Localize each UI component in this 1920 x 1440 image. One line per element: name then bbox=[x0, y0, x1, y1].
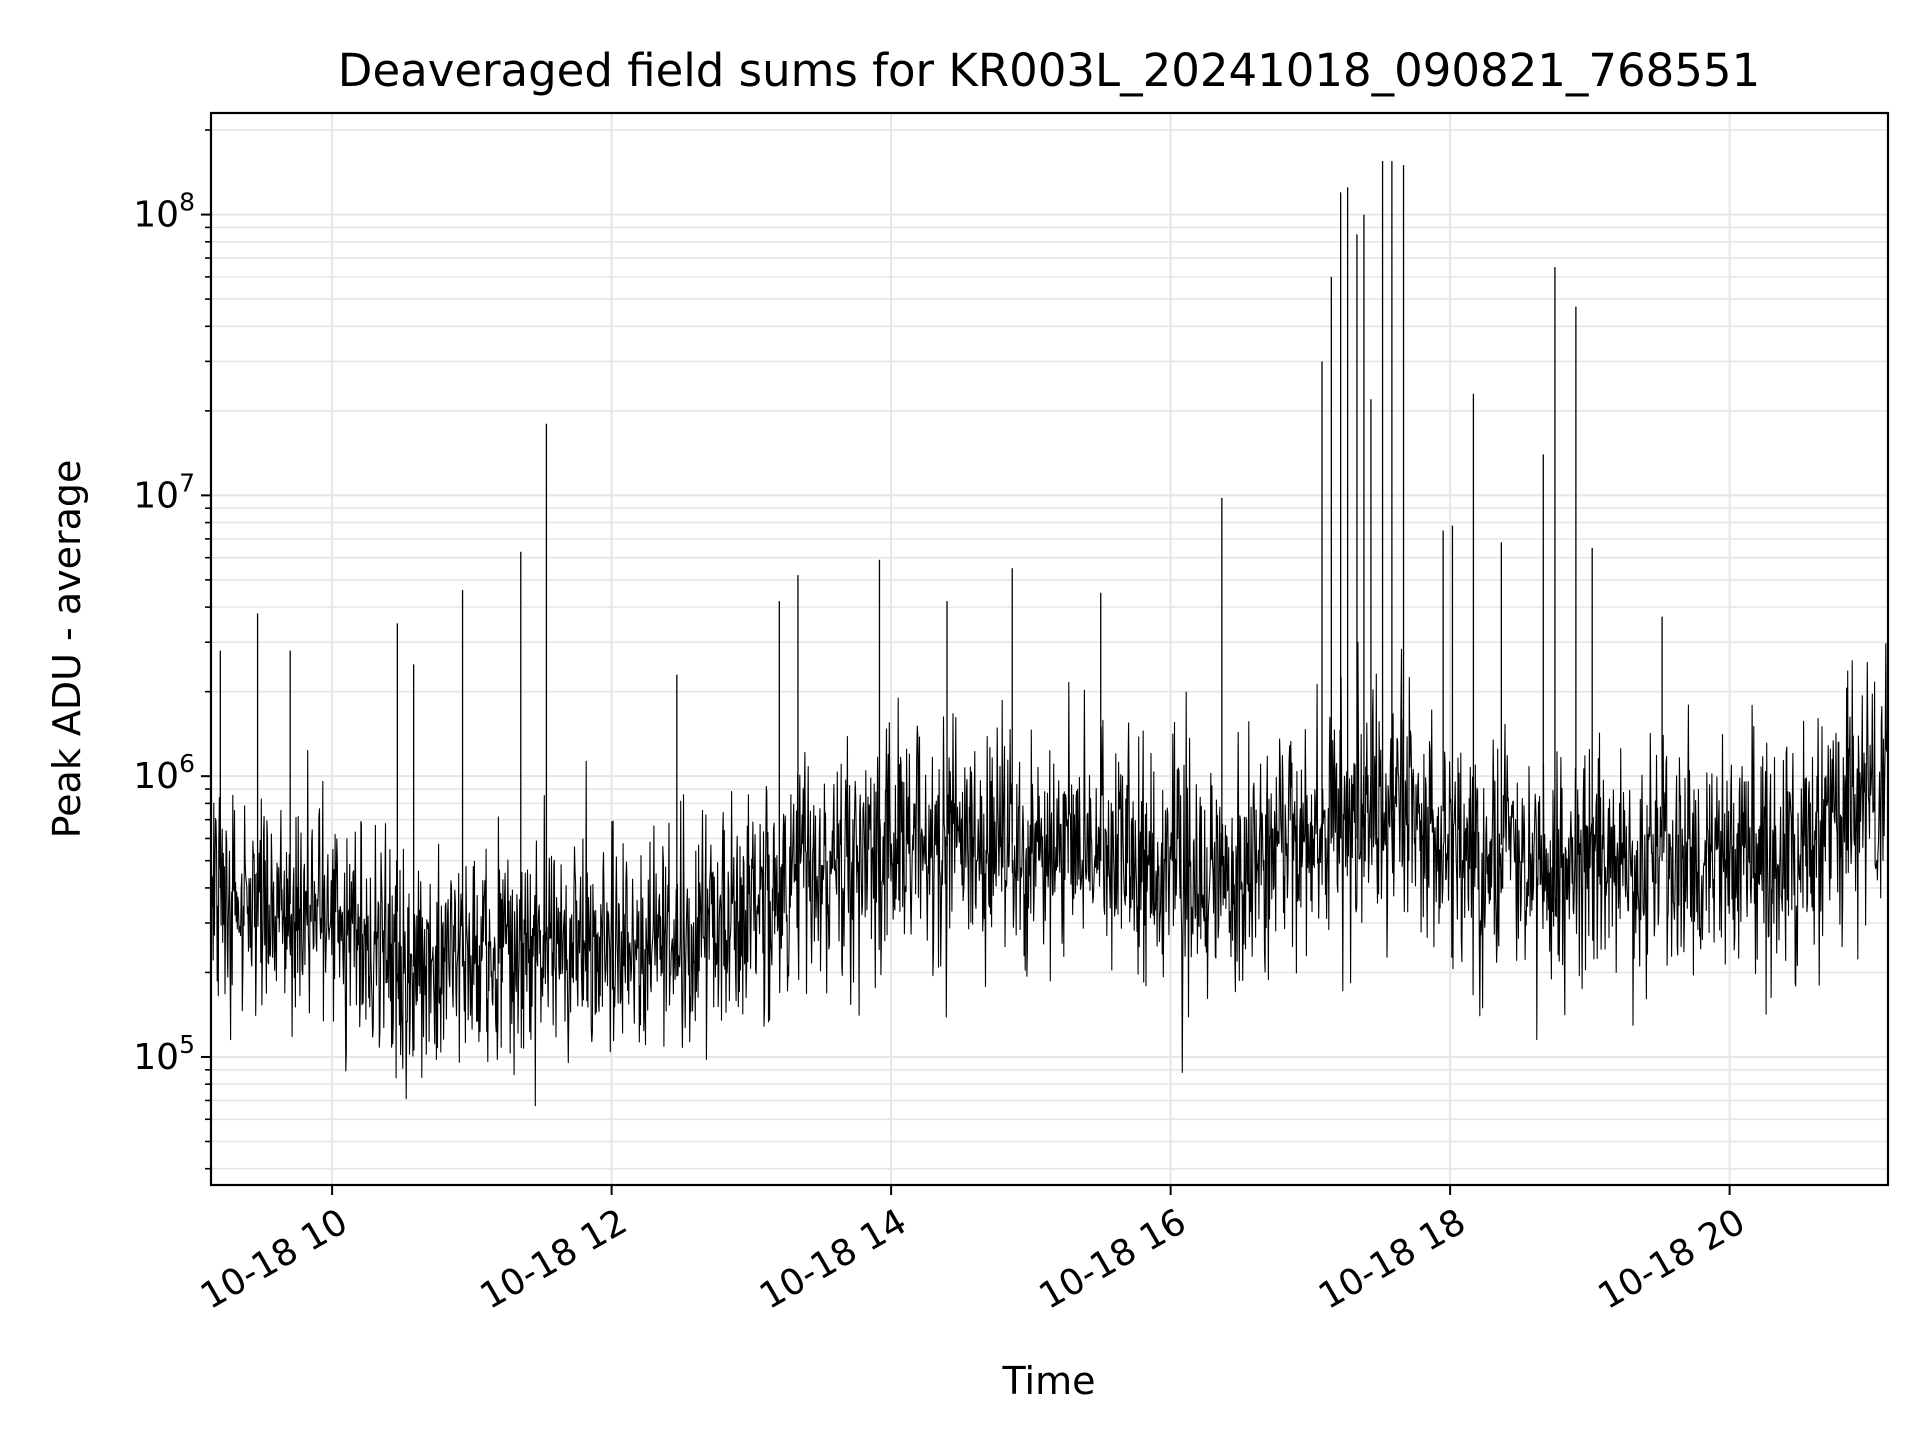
y-tick-label: 106 bbox=[133, 749, 195, 797]
plot-area bbox=[210, 161, 1889, 1107]
y-axis-label: Peak ADU - average bbox=[45, 460, 89, 839]
x-axis-label: Time bbox=[1002, 1359, 1096, 1403]
y-tick-label: 105 bbox=[133, 1030, 195, 1078]
y-tick-label: 107 bbox=[133, 468, 195, 516]
series-line bbox=[210, 641, 1889, 1107]
axes-frame bbox=[209, 111, 1890, 1187]
chart-title: Deaveraged field sums for KR003L_2024101… bbox=[338, 44, 1760, 97]
y-tick-label: 108 bbox=[133, 188, 195, 236]
